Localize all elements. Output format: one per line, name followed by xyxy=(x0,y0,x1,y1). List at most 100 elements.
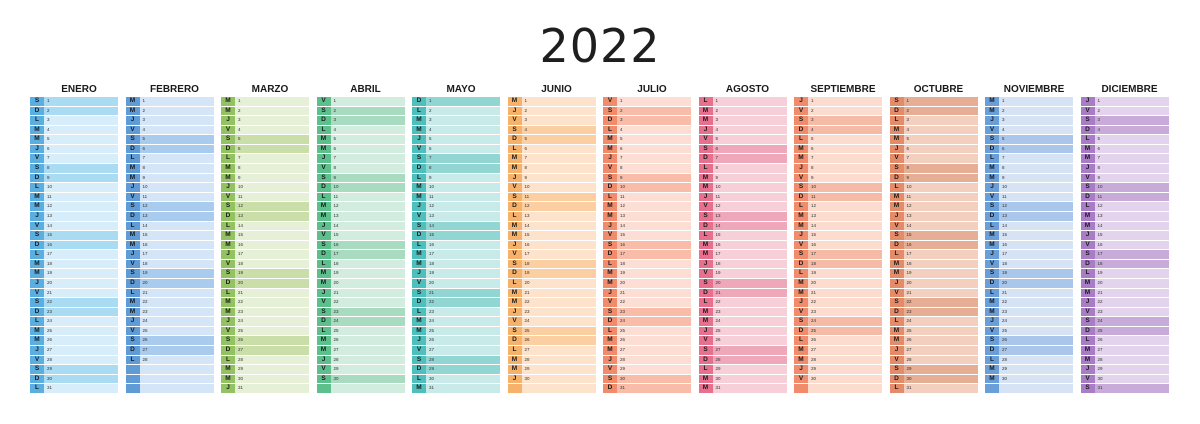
weekday-letter: M xyxy=(507,355,522,365)
day-number: 31 xyxy=(1094,384,1169,393)
weekday-letter: D xyxy=(316,317,331,326)
weekday-letter: V xyxy=(316,164,331,173)
day-number: 20 xyxy=(521,278,596,288)
day-row: L 24 xyxy=(889,317,978,326)
day-number: 29 xyxy=(712,365,787,374)
day-number: 19 xyxy=(808,269,882,278)
day-number: 23 xyxy=(330,307,405,317)
weekday-letter: J xyxy=(316,355,331,365)
weekday-letter: J xyxy=(698,192,713,202)
weekday-letter: D xyxy=(698,288,713,298)
weekday-letter: D xyxy=(794,192,808,202)
day-number: 11 xyxy=(44,192,118,202)
day-row: M 16 xyxy=(985,240,1073,250)
weekday-letter: D xyxy=(507,135,522,144)
day-row: S 16 xyxy=(603,240,691,250)
day-number: 8 xyxy=(903,164,978,173)
weekday-letter: M xyxy=(889,202,904,211)
weekday-letter: S xyxy=(30,97,44,106)
weekday-letter: L xyxy=(603,326,617,336)
day-row: L 26 xyxy=(1080,336,1169,346)
day-number: 23 xyxy=(235,307,309,317)
day-number: 24 xyxy=(139,317,214,326)
weekday-letter: J xyxy=(889,278,904,288)
day-number: 10 xyxy=(521,183,596,192)
day-number: 15 xyxy=(617,231,691,240)
day-number: 24 xyxy=(44,317,118,326)
month-column-octubre: OCTUBRE S 1 D 2 L 3 M 4 M 5 J 6 V 7 S 8 D 9 L 10 M 11 M 12 J 13 V 14… xyxy=(889,82,978,394)
day-row: M 27 xyxy=(603,346,691,355)
day-number: 23 xyxy=(712,307,787,317)
day-row: M 27 xyxy=(316,346,405,355)
weekday-letter: M xyxy=(316,278,331,288)
day-number: 24 xyxy=(235,317,309,326)
day-number: 24 xyxy=(999,317,1073,326)
day-number: 16 xyxy=(521,240,596,250)
weekday-letter: L xyxy=(412,374,426,384)
day-number: 13 xyxy=(617,211,691,221)
day-row: L 29 xyxy=(698,365,787,374)
day-row xyxy=(125,384,214,393)
weekday-letter: S xyxy=(1080,384,1095,393)
day-row: D 24 xyxy=(316,317,405,326)
weekday-letter: M xyxy=(507,298,522,307)
day-row: M 23 xyxy=(698,307,787,317)
day-number: 3 xyxy=(139,116,214,125)
day-row: M 22 xyxy=(985,298,1073,307)
weekday-letter: M xyxy=(30,135,44,144)
weekday-letter: S xyxy=(507,259,522,269)
day-row: J 10 xyxy=(221,183,309,192)
weekday-letter: M xyxy=(30,259,44,269)
day-number: 1 xyxy=(999,97,1073,106)
weekday-letter: L xyxy=(698,365,713,374)
weekday-letter: M xyxy=(603,278,617,288)
weekday-letter: J xyxy=(794,365,808,374)
day-row: V 11 xyxy=(221,192,309,202)
day-number: 5 xyxy=(521,135,596,144)
day-number: 3 xyxy=(999,116,1073,125)
day-number: 20 xyxy=(139,278,214,288)
day-row: J 16 xyxy=(507,240,596,250)
weekday-letter: J xyxy=(125,317,140,326)
day-number: 15 xyxy=(330,231,405,240)
weekday-letter: M xyxy=(698,240,713,250)
day-row: J 22 xyxy=(1080,298,1169,307)
day-row: S 13 xyxy=(698,211,787,221)
month-name: ABRIL xyxy=(350,84,381,95)
day-row: V 12 xyxy=(698,202,787,211)
day-number: 8 xyxy=(999,164,1073,173)
day-number: 6 xyxy=(44,144,118,154)
weekday-letter xyxy=(316,384,331,393)
weekday-letter: M xyxy=(507,365,522,374)
weekday-letter: M xyxy=(794,278,808,288)
weekday-letter: J xyxy=(412,202,426,211)
day-number: 5 xyxy=(1094,135,1169,144)
month-name: ENERO xyxy=(61,84,97,95)
day-number: 17 xyxy=(139,250,214,259)
day-row: M 12 xyxy=(603,202,691,211)
weekday-letter: J xyxy=(30,144,44,154)
day-row: M 11 xyxy=(30,192,118,202)
month-column-mayo: MAYO D 1 L 2 M 3 M 4 J 5 V 6 S 7 D 8 L 9 M 10 M 11 J 12 V 13 S 14 D 15… xyxy=(412,82,500,394)
day-row: L 21 xyxy=(985,288,1073,298)
weekday-letter: J xyxy=(507,173,522,183)
day-number: 2 xyxy=(617,106,691,116)
weekday-letter: J xyxy=(698,125,713,135)
day-row: D 10 xyxy=(316,183,405,192)
day-number: 6 xyxy=(139,144,214,154)
weekday-letter: L xyxy=(507,144,522,154)
day-number: 1 xyxy=(44,97,118,106)
day-row: M 16 xyxy=(125,240,214,250)
weekday-letter: M xyxy=(30,125,44,135)
day-number: 11 xyxy=(521,192,596,202)
day-number: 3 xyxy=(903,116,978,125)
day-row: J 17 xyxy=(221,250,309,259)
weekday-letter: S xyxy=(316,173,331,183)
